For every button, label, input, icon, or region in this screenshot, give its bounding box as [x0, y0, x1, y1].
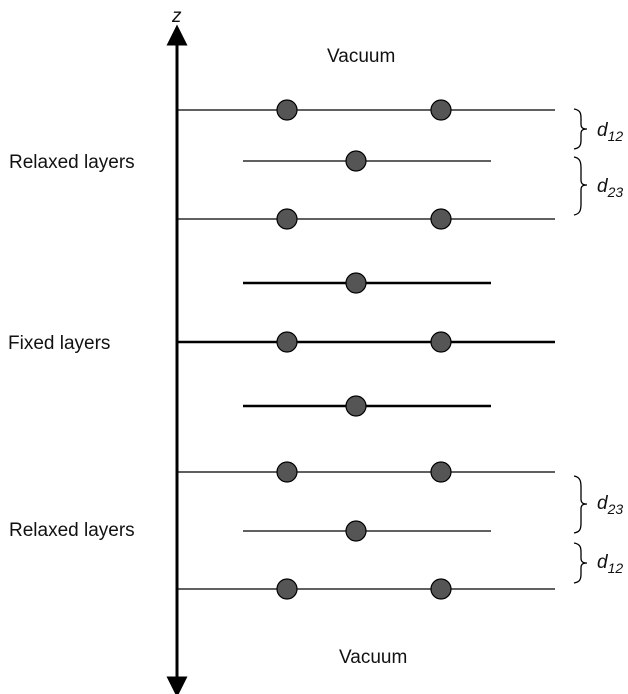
atom	[430, 99, 452, 121]
brace	[573, 108, 588, 150]
vacuum-bottom-label: Vacuum	[339, 647, 407, 668]
atom	[276, 331, 298, 353]
atom	[276, 578, 298, 600]
atomic-layers	[177, 99, 555, 600]
atom	[430, 208, 452, 230]
spacing-d12-bottom: d12	[573, 542, 623, 584]
atom	[430, 461, 452, 483]
spacing-label: d12	[597, 120, 623, 144]
atom	[345, 272, 367, 294]
fixed-layers-label: Fixed layers	[8, 333, 110, 354]
atom	[276, 461, 298, 483]
spacing-label: d23	[597, 493, 623, 517]
brace	[573, 156, 588, 216]
relaxed-layers-bottom-label: Relaxed layers	[9, 520, 135, 541]
spacing-d12-top: d12	[573, 108, 623, 150]
atom	[430, 331, 452, 353]
z-axis-label: z	[171, 6, 182, 27]
atom	[276, 208, 298, 230]
brace	[573, 542, 588, 584]
atom	[345, 395, 367, 417]
atom	[430, 578, 452, 600]
atom	[345, 150, 367, 172]
brace	[573, 475, 588, 534]
vacuum-top-label: Vacuum	[327, 46, 395, 67]
spacing-label: d12	[597, 552, 623, 576]
atom	[276, 99, 298, 121]
spacing-label: d23	[597, 176, 623, 200]
atom	[345, 520, 367, 542]
spacing-d23-bottom: d23	[573, 475, 623, 534]
spacing-d23-top: d23	[573, 156, 623, 216]
relaxed-layers-top-label: Relaxed layers	[9, 152, 135, 173]
